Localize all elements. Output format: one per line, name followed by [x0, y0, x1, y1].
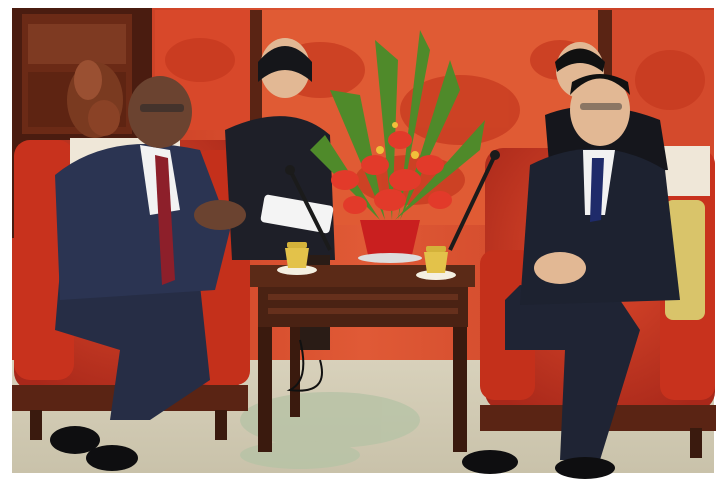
tea-cup-right: [416, 246, 456, 280]
microphone-head-left: [285, 165, 295, 175]
tea-cup-left: [277, 242, 317, 275]
coral-decoration: [67, 60, 123, 138]
microphone-head-right: [490, 150, 500, 160]
microphones: [288, 154, 497, 251]
left-man-shoe-1: [50, 426, 100, 454]
guest-left-man: [50, 76, 246, 471]
left-man-shoe-2: [86, 445, 138, 471]
cabinet-shelf: [28, 24, 126, 64]
flower-vase: [360, 220, 420, 255]
right-man-shoe-2: [555, 457, 615, 479]
floor-cable: [286, 339, 323, 392]
host-right-man: [462, 74, 680, 479]
photo-content: [12, 8, 716, 479]
flower-arrangement: [310, 30, 485, 263]
right-man-shoe-1: [462, 450, 518, 474]
